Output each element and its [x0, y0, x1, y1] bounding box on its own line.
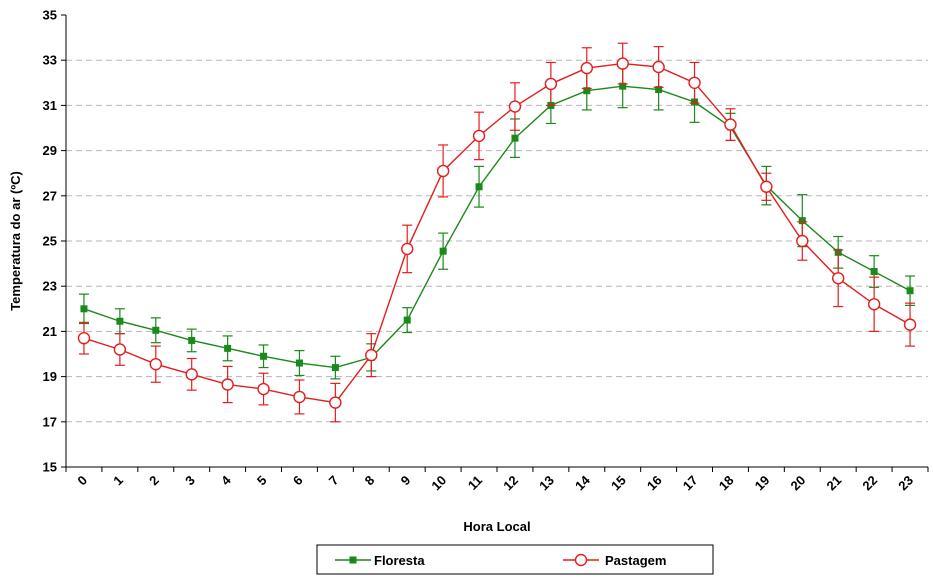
data-point [329, 396, 342, 409]
data-point [436, 164, 450, 178]
data-point [867, 298, 881, 311]
data-point [152, 326, 160, 334]
x-tick-label: 19 [752, 473, 773, 494]
data-point [652, 60, 665, 74]
data-point [185, 368, 198, 381]
x-tick-label: 17 [680, 473, 701, 494]
legend-marker [574, 553, 588, 567]
data-point [903, 318, 917, 331]
legend: Floresta Pastagem [316, 544, 714, 575]
data-point [475, 183, 483, 191]
data-point [403, 316, 411, 324]
data-point [544, 77, 558, 91]
x-tick-label: 18 [716, 473, 737, 494]
legend-marker [349, 556, 357, 564]
data-point [508, 100, 522, 113]
x-tick-label: 9 [398, 473, 414, 489]
y-tick-labels: 15 17 19 21 23 25 27 29 31 33 35 [43, 8, 57, 475]
series-pastagem [77, 42, 917, 423]
data-point [688, 76, 701, 90]
x-tick-label: 7 [326, 473, 342, 489]
x-tick-label: 0 [74, 473, 90, 489]
x-tick-label: 20 [788, 473, 809, 494]
data-point [619, 82, 627, 90]
x-tick-label: 13 [536, 473, 557, 494]
data-point [724, 118, 737, 131]
data-point [80, 305, 88, 313]
data-point [224, 344, 232, 352]
x-tick-label: 14 [572, 472, 593, 493]
x-tick-label: 1 [110, 473, 126, 489]
x-tick-label: 6 [290, 473, 306, 489]
x-tick-label: 4 [218, 472, 234, 488]
data-point [401, 242, 414, 256]
data-point [511, 134, 519, 142]
legend-label: Pastagem [605, 553, 666, 568]
data-point [331, 364, 339, 372]
x-tick-label: 22 [859, 473, 880, 494]
data-point [798, 217, 806, 225]
legend-label: Floresta [374, 553, 425, 568]
axes [61, 14, 929, 472]
data-point [260, 352, 268, 360]
series-line [83, 62, 911, 404]
x-tick-labels: 0 1 2 3 4 5 6 7 8 9 10 11 12 13 14 15 16 17 18 19 20 21 22 23 [74, 472, 916, 493]
x-axis-title: Hora Local [463, 519, 530, 534]
series-line [83, 85, 911, 369]
x-tick-label: 8 [362, 473, 378, 489]
x-tick-label: 12 [500, 473, 521, 494]
y-tick-label: 31 [43, 98, 57, 113]
x-tick-label: 21 [823, 473, 844, 494]
y-tick-label: 29 [43, 143, 57, 158]
x-tick-label: 11 [465, 473, 485, 493]
x-tick-label: 15 [608, 473, 629, 494]
data-point [832, 272, 845, 285]
y-tick-label: 35 [43, 8, 57, 23]
series [77, 42, 917, 423]
data-point [616, 57, 629, 70]
gridlines [66, 59, 928, 423]
y-tick-label: 17 [43, 414, 57, 429]
data-point [439, 247, 447, 255]
x-tick-label: 5 [254, 473, 270, 489]
data-point [365, 348, 378, 362]
data-point [149, 357, 162, 371]
data-point [295, 359, 303, 367]
data-point [760, 180, 773, 193]
data-point [472, 129, 486, 143]
data-point [293, 390, 306, 404]
data-point [870, 268, 878, 276]
data-point [906, 287, 914, 295]
data-point [580, 61, 593, 75]
data-point [655, 86, 663, 94]
data-point [257, 382, 270, 396]
x-tick-label: 16 [644, 473, 665, 494]
x-tick-label: 10 [428, 473, 449, 494]
y-tick-label: 21 [43, 324, 57, 339]
legend-box [316, 544, 714, 575]
data-point [188, 336, 196, 344]
y-tick-label: 25 [43, 234, 57, 249]
y-tick-label: 15 [43, 460, 57, 475]
data-point [796, 234, 809, 248]
x-tick-label: 23 [895, 473, 916, 494]
y-axis-title: Temperatura do ar (ºC) [8, 171, 23, 311]
data-point [221, 378, 234, 391]
data-point [116, 317, 124, 325]
data-point [583, 87, 591, 95]
x-tick-label: 2 [146, 473, 162, 489]
data-point [113, 343, 127, 356]
x-tick-label: 3 [182, 473, 198, 489]
y-tick-label: 23 [43, 279, 57, 294]
y-tick-label: 19 [43, 369, 57, 384]
y-tick-label: 27 [43, 188, 57, 203]
data-point [77, 331, 91, 345]
y-tick-label: 33 [43, 53, 57, 68]
